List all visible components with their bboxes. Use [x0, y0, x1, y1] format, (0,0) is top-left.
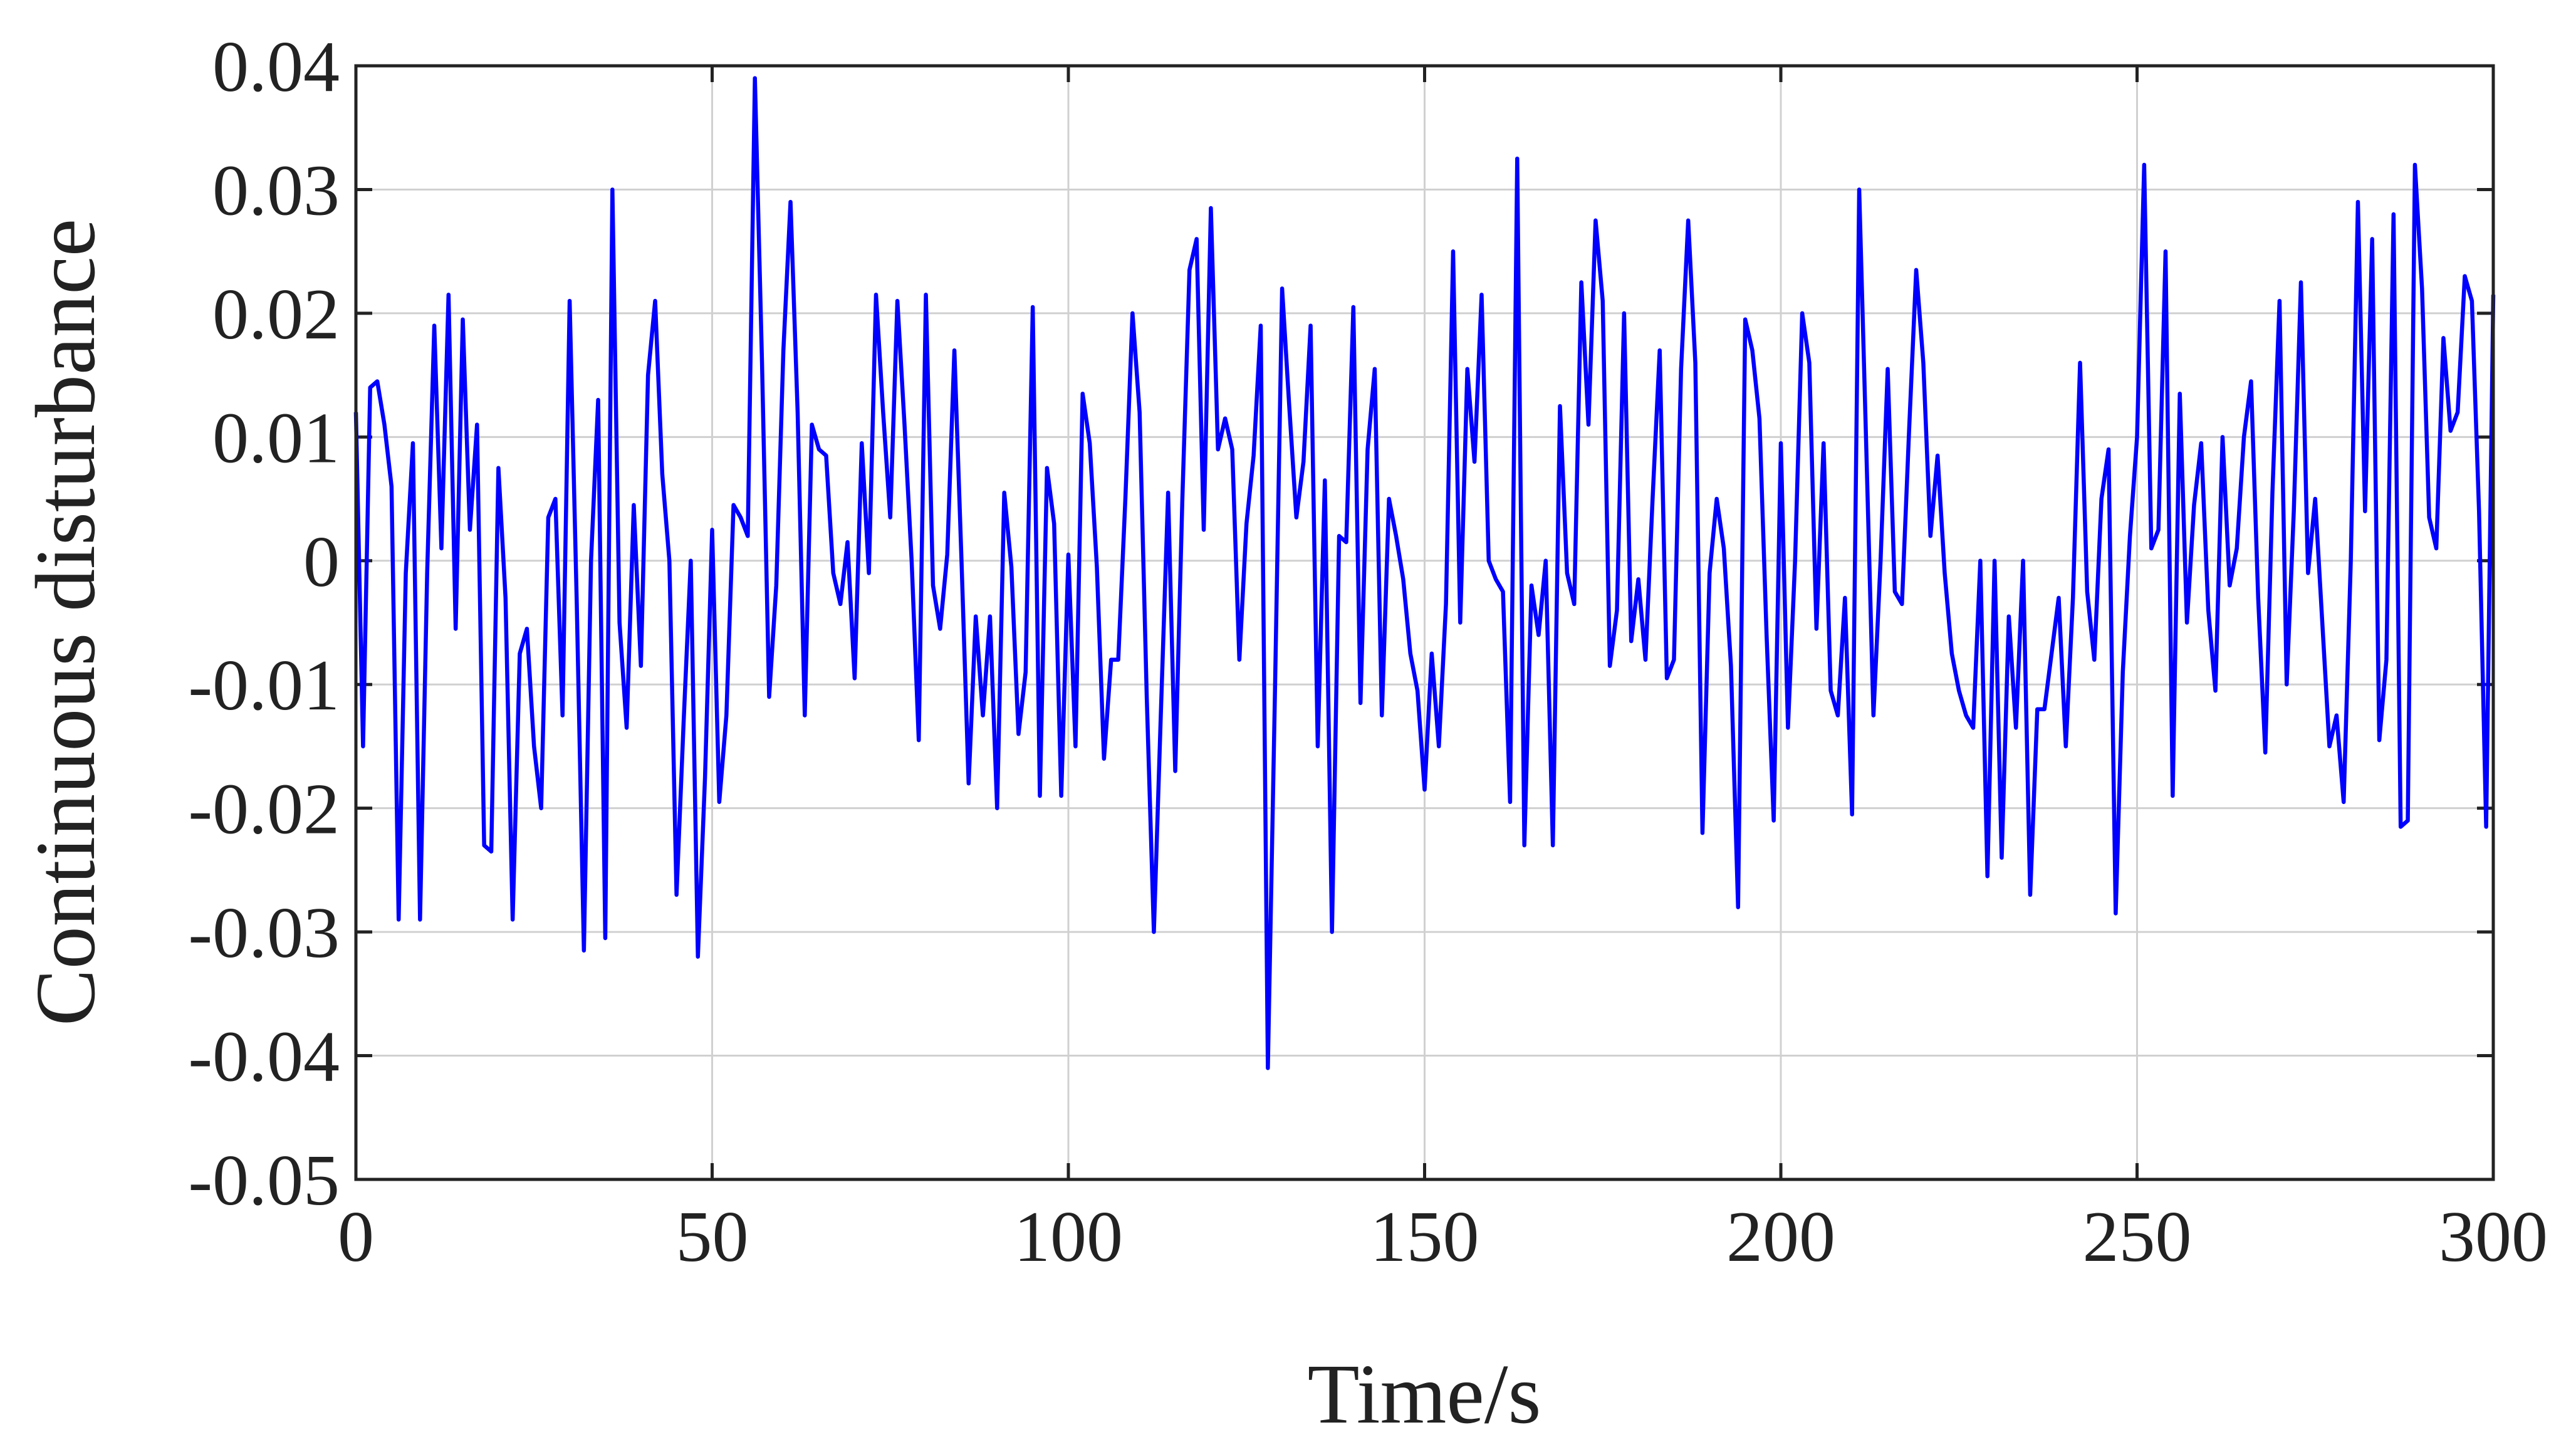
y-tick-label: -0.01 [188, 645, 340, 726]
plot-frame [354, 64, 2495, 1181]
y-tick-label: 0.01 [212, 398, 340, 478]
x-tick-label: 150 [1370, 1197, 1479, 1277]
y-tick-label: -0.05 [188, 1141, 340, 1221]
y-tick-label: -0.04 [188, 1017, 340, 1097]
y-tick-label: 0.03 [212, 150, 340, 231]
x-tick-label: 250 [2083, 1197, 2192, 1277]
x-tick-label: 200 [1726, 1197, 1835, 1277]
y-tick-label: 0.04 [212, 27, 340, 107]
x-tick-label: 300 [2439, 1197, 2548, 1277]
y-tick-label: 0 [303, 522, 340, 602]
x-tick-label: 100 [1014, 1197, 1123, 1277]
y-axis-label: Continuous disturbance [19, 219, 113, 1026]
data-line [353, 76, 2496, 1070]
y-tick-label: 0.02 [212, 274, 340, 355]
y-tick-label: -0.02 [188, 770, 340, 850]
y-tick-label: -0.03 [188, 893, 340, 973]
x-tick-label: 50 [676, 1197, 749, 1277]
x-axis-label: Time/s [1308, 1347, 1541, 1441]
x-tick-label: 0 [338, 1197, 374, 1277]
